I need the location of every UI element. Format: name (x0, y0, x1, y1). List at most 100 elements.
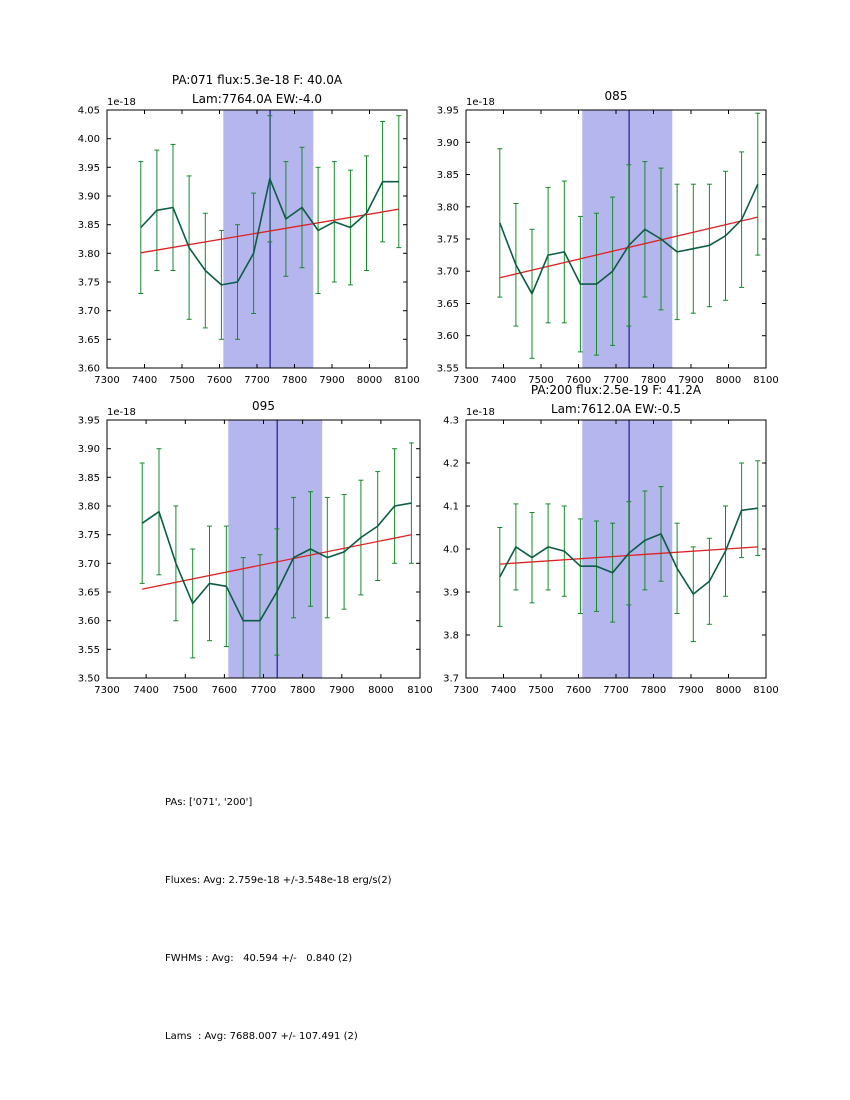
y-tick-label: 3.7 (443, 674, 459, 685)
x-tick-label: 7500 (528, 375, 553, 386)
y-tick-label: 3.80 (437, 202, 459, 213)
y-tick-label: 3.65 (437, 299, 459, 310)
y-tick-label: 3.50 (78, 674, 100, 685)
y-tick-label: 3.90 (437, 138, 459, 149)
x-tick-label: 7700 (603, 685, 628, 696)
axis-offset-label: 1e-18 (466, 407, 495, 418)
band-region (582, 420, 673, 678)
axis-offset-label: 1e-18 (466, 97, 495, 108)
y-tick-label: 3.75 (78, 530, 100, 541)
y-tick-label: 3.75 (78, 278, 100, 289)
data-layer (497, 460, 761, 642)
data-layer (497, 112, 761, 359)
x-tick-label: 7700 (603, 375, 628, 386)
trend-line (142, 534, 412, 590)
data-line (141, 502, 412, 622)
summary-line-fwhms: FWHMs : Avg: 40.594 +/- 0.840 (2) (165, 953, 353, 964)
data-line (499, 507, 758, 595)
y-tick-label: 4.2 (443, 459, 459, 470)
x-tick-label: 8100 (753, 375, 778, 386)
x-tick-label: 7900 (319, 375, 344, 386)
x-tick-label: 7700 (244, 375, 269, 386)
y-tick-label: 4.3 (443, 416, 459, 427)
trend-line (140, 208, 399, 254)
summary-line-pas: PAs: ['071', '200'] (165, 797, 253, 808)
band-region (582, 110, 673, 368)
x-tick-label: 7400 (491, 375, 516, 386)
x-tick-label: 7800 (282, 375, 307, 386)
chart-title-line: Lam:7612.0A EW:-0.5 (551, 402, 681, 416)
x-tick-label: 7400 (133, 685, 158, 696)
x-tick-label: 8100 (753, 685, 778, 696)
x-tick-label: 7600 (212, 685, 237, 696)
x-tick-label: 7300 (94, 685, 119, 696)
x-tick-label: 7700 (251, 685, 276, 696)
y-tick-label: 3.70 (78, 306, 100, 317)
x-tick-label: 7600 (566, 685, 591, 696)
y-tick-label: 3.70 (437, 267, 459, 278)
summary-line-lams: Lams : Avg: 7688.007 +/- 107.491 (2) (165, 1031, 358, 1042)
y-tick-label: 3.90 (78, 192, 100, 203)
y-tick-label: 3.95 (78, 163, 100, 174)
x-tick-label: 7600 (207, 375, 232, 386)
y-tick-label: 3.9 (443, 588, 459, 599)
y-tick-label: 4.0 (443, 545, 459, 556)
x-tick-label: 7800 (641, 375, 666, 386)
y-tick-label: 3.60 (78, 364, 100, 375)
y-tick-label: 3.70 (78, 559, 100, 570)
x-tick-label: 7500 (169, 375, 194, 386)
y-tick-label: 3.65 (78, 335, 100, 346)
y-tick-label: 3.85 (78, 220, 100, 231)
y-tick-label: 3.60 (437, 331, 459, 342)
x-tick-label: 7300 (453, 685, 478, 696)
y-tick-label: 3.8 (443, 631, 459, 642)
y-tick-label: 3.65 (78, 588, 100, 599)
x-tick-label: 7900 (678, 375, 703, 386)
x-tick-label: 7800 (290, 685, 315, 696)
data-layer (139, 442, 414, 678)
x-tick-label: 8000 (368, 685, 393, 696)
band-region (223, 110, 314, 368)
x-tick-label: 8000 (716, 685, 741, 696)
x-tick-label: 8000 (716, 375, 741, 386)
x-tick-label: 7600 (566, 375, 591, 386)
data-line (140, 178, 399, 286)
summary-block: PAs: ['071', '200'] Fluxes: Avg: 2.759e-… (165, 738, 392, 1100)
x-tick-label: 7300 (453, 375, 478, 386)
chart-title-line: Lam:7764.0A EW:-4.0 (192, 92, 322, 106)
y-tick-label: 3.95 (437, 106, 459, 117)
x-tick-label: 7500 (173, 685, 198, 696)
y-tick-label: 4.00 (78, 134, 100, 145)
x-tick-label: 7900 (678, 685, 703, 696)
data-line (499, 183, 759, 295)
y-tick-label: 3.55 (437, 364, 459, 375)
y-tick-label: 3.80 (78, 502, 100, 513)
data-layer (138, 115, 402, 340)
x-tick-label: 8100 (394, 375, 419, 386)
y-tick-label: 3.95 (78, 416, 100, 427)
x-tick-label: 7400 (491, 685, 516, 696)
x-tick-label: 7500 (528, 685, 553, 696)
x-tick-label: 8100 (407, 685, 432, 696)
y-tick-label: 4.1 (443, 502, 459, 513)
chart-title-plot1: PA:071 flux:5.3e-18 F: 40.0A Lam:7764.0A… (107, 71, 407, 109)
y-tick-label: 3.60 (78, 616, 100, 627)
axis-offset-label: 1e-18 (107, 407, 136, 418)
x-tick-label: 7800 (641, 685, 666, 696)
chart-title-plot4: PA:200 flux:2.5e-19 F: 41.2A Lam:7612.0A… (466, 381, 766, 419)
x-tick-label: 7400 (132, 375, 157, 386)
subplot-plot2: 7300 7400 7500 7600 7700 7800 7900 8000 8100 3.55… (437, 106, 779, 387)
chart-title-plot2: 085 (466, 87, 766, 106)
y-tick-label: 3.85 (437, 170, 459, 181)
y-tick-label: 3.55 (78, 645, 100, 656)
subplot-plot3: 7300 7400 7500 7600 7700 7800 7900 8000 8100 3.50… (78, 416, 433, 697)
subplot-plot4: 7300 7400 7500 7600 7700 7800 7900 8000 8100 3.7 3… (443, 416, 779, 697)
y-tick-label: 3.80 (78, 249, 100, 260)
x-tick-label: 8000 (357, 375, 382, 386)
chart-title-line: PA:200 flux:2.5e-19 F: 41.2A (530, 383, 702, 397)
y-tick-label: 3.90 (78, 444, 100, 455)
chart-title-line: 085 (604, 89, 628, 103)
chart-title-line: PA:071 flux:5.3e-18 F: 40.0A (171, 73, 343, 87)
